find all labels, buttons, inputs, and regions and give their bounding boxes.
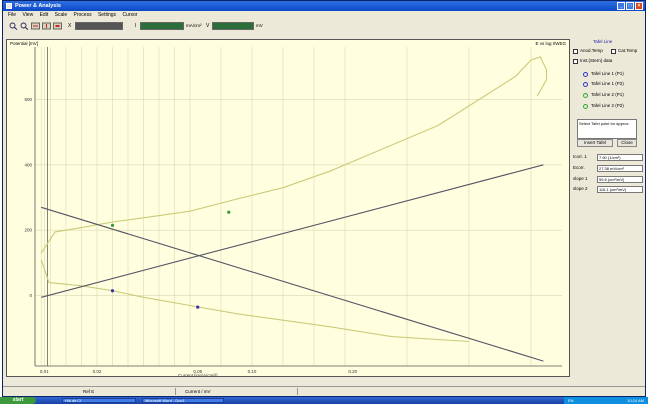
plot-right-title: E vs log I/WEG [535,41,566,46]
zoom-in-button[interactable] [9,22,18,30]
close-button[interactable]: × [635,2,643,10]
status-ref: Ref E [5,388,176,395]
tafel-chart[interactable]: 600 400 200 0 0.01 0.02 0.05 0.10 0.20 Current [l… [7,40,569,376]
title-bar[interactable]: Power & Analysis _ □ × [3,1,645,11]
tafel-line-2-p2-radio[interactable] [583,104,588,109]
slope1-field[interactable]: 59.5 (cm²/mV) [597,176,643,183]
app-icon [6,3,12,9]
plot-area[interactable]: Potential [mV] E vs log I/WEG 600 400 200 0… [6,39,570,377]
tray-clock: 10:24 AM [627,398,644,403]
tafel-line-1-p1-label: Tafel Line 1 (P1) [591,71,624,76]
menu-edit[interactable]: Edit [39,12,49,18]
x-readout [75,22,123,30]
v-label: V [206,23,210,29]
tafel-line-1-p1-radio[interactable] [583,72,588,77]
x-tick-label: 0.10 [248,369,257,374]
i-unit: mA/cm² [186,23,202,28]
menu-scale[interactable]: Scale [54,12,68,18]
slope2-label: slope 2 [573,186,588,191]
cat-temp-label: Cat.Temp [618,48,638,53]
ecorr-field[interactable]: 27.38 mV/cm² [597,165,643,172]
i-readout [140,22,184,30]
icorr1-field[interactable]: 7.90 (1/cm²) [597,154,643,161]
series-line-2 [41,164,544,298]
series-line-3 [41,206,544,362]
system-tray: EN 10:24 AM [564,397,648,404]
slope1-label: slope 1 [573,176,588,181]
tafel-line-2-p1-label: Tafel Line 2 (P1) [591,92,624,97]
x-axis-label: Current [log(A/cm²)] [178,373,218,376]
tafel-line-2-p1-radio[interactable] [583,93,588,98]
status-current: Current / mV [177,388,298,395]
icorr1-label: Icorr. 1 [573,154,587,159]
tafel-point-marker-0 [110,223,115,227]
tafel-line-2-p2-label: Tafel Line 2 (P2) [591,103,624,108]
y-tick-label: 0 [29,293,32,298]
menu-cursor[interactable]: Cursor [122,12,138,18]
tafel-heading: Tafel Line [593,39,613,44]
window-title: Power & Analysis [15,3,61,9]
zoom-x-button[interactable] [31,22,40,30]
zoom-y-button[interactable] [42,22,51,30]
menu-file[interactable]: File [8,12,17,18]
menu-process[interactable]: Process [73,12,92,18]
x-tick-label: 0.02 [93,369,102,374]
cat-temp-checkbox[interactable] [611,49,616,54]
start-button[interactable]: start [0,397,36,404]
menu-settings[interactable]: Settings [97,12,117,18]
x-tick-label: 0.05 [193,369,202,374]
stern-data-checkbox[interactable] [573,59,578,64]
taskbar: start Hik.dir.Cl Microsoft Word - Doc1 E… [0,397,648,404]
anod-temp-checkbox[interactable] [573,49,578,54]
anod-temp-label: Anod.Temp [580,48,603,53]
series-line-1 [40,259,470,343]
tafel-panel: Tafel Line Anod.Temp Cat.Temp Inst.(Ster… [571,39,645,377]
x-tick-label: 0.01 [40,369,49,374]
app-window: Power & Analysis _ □ × File View Edit Sc… [2,0,646,397]
maximize-button[interactable]: □ [626,2,634,10]
series-line-0 [40,56,548,254]
status-bar: Ref E Current / mV [3,386,645,397]
y-tick-label: 200 [24,228,32,233]
zoom-fit-button[interactable] [53,22,62,30]
menu-bar: File View Edit Scale Process Settings Cu… [3,11,645,19]
zoom-out-button[interactable] [20,22,29,30]
menu-view[interactable]: View [22,12,34,18]
taskbar-item-dir[interactable]: Hik.dir.Cl [62,398,136,403]
y-tick-label: 600 [24,97,32,102]
ecorr-label: Ecorr. [573,165,585,170]
status-ref-text: Ref E [83,389,95,394]
i-label: I [135,23,137,29]
close-panel-button[interactable]: Close [617,139,637,147]
x-label: X [68,23,72,29]
plot-left-title: Potential [mV] [10,41,39,46]
minimize-button[interactable]: _ [617,2,625,10]
insert-tafel-button[interactable]: Insert Tafel [577,139,613,147]
v-unit: mV [256,23,263,28]
tafel-point-marker-1 [227,210,231,214]
x-tick-label: 0.20 [348,369,357,374]
taskbar-item-word[interactable]: Microsoft Word - Doc1 [142,398,224,403]
tafel-point-marker-2 [110,289,115,293]
v-readout [212,22,254,30]
y-tick-label: 400 [24,162,32,167]
tafel-line-1-p2-radio[interactable] [583,82,588,87]
instruction-memo: Select Tafel point for approx. [577,119,637,139]
stern-data-label: Inst.(Stern) data [580,58,613,63]
status-current-text: Current / mV [185,389,211,394]
slope2-field[interactable]: 116.1 (cm²/mV) [597,186,643,193]
tafel-point-marker-3 [196,305,200,309]
tafel-line-1-p2-label: Tafel Line 1 (P2) [591,81,624,86]
toolbar: X I mA/cm² V mV [3,19,645,32]
tray-language[interactable]: EN [568,398,574,403]
